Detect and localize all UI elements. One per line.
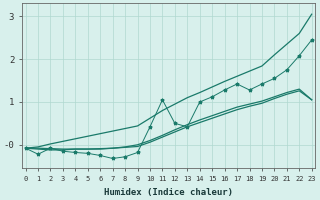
Point — [297, 54, 302, 57]
Point — [197, 100, 202, 104]
Point — [148, 125, 153, 128]
Point — [235, 82, 240, 86]
Point — [172, 122, 177, 125]
Point — [272, 77, 277, 80]
X-axis label: Humidex (Indice chaleur): Humidex (Indice chaleur) — [104, 188, 233, 197]
Point — [260, 82, 265, 86]
Point — [309, 38, 314, 41]
Point — [110, 157, 115, 160]
Point — [73, 151, 78, 154]
Point — [247, 88, 252, 92]
Point — [210, 95, 215, 98]
Point — [36, 153, 41, 156]
Point — [284, 68, 289, 71]
Point — [48, 147, 53, 150]
Point — [123, 155, 128, 158]
Point — [185, 125, 190, 128]
Point — [160, 98, 165, 101]
Point — [98, 154, 103, 157]
Point — [222, 88, 227, 92]
Point — [85, 152, 90, 155]
Point — [23, 147, 28, 150]
Point — [60, 150, 66, 153]
Point — [135, 151, 140, 154]
